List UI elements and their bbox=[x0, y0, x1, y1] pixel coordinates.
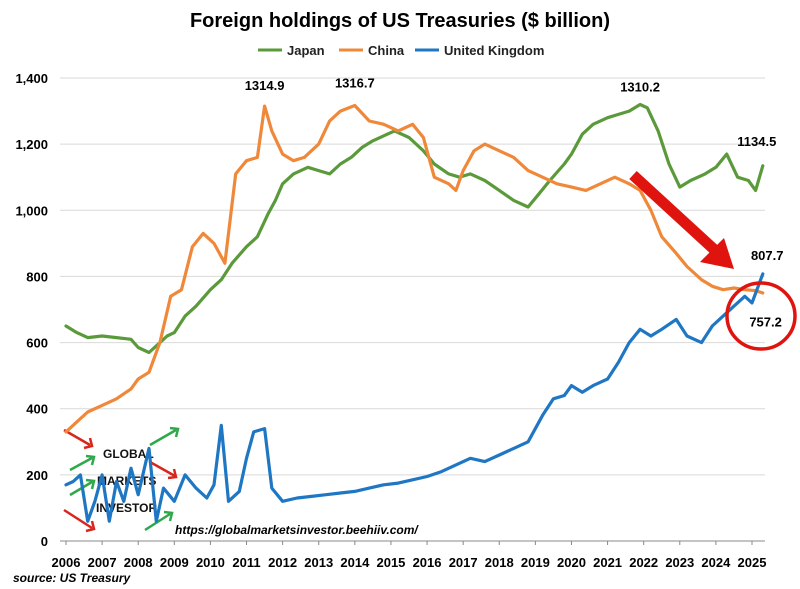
x-tick-label: 2020 bbox=[557, 555, 586, 570]
x-tick-label: 2022 bbox=[629, 555, 658, 570]
series-line-japan bbox=[64, 102, 765, 355]
legend-label-china: China bbox=[368, 43, 405, 58]
series-line-united-kingdom bbox=[64, 272, 765, 523]
y-tick-label: 800 bbox=[26, 269, 48, 284]
gridlines bbox=[60, 77, 765, 542]
x-tick-label: 2007 bbox=[88, 555, 117, 570]
x-tick-label: 2025 bbox=[738, 555, 767, 570]
y-tick-label: 1,200 bbox=[15, 137, 48, 152]
chart-title: Foreign holdings of US Treasuries ($ bil… bbox=[190, 10, 610, 32]
x-tick-label: 2012 bbox=[268, 555, 297, 570]
x-tick-label: 2008 bbox=[124, 555, 153, 570]
y-tick-label: 400 bbox=[26, 402, 48, 417]
data-label: 757.2 bbox=[749, 315, 782, 330]
y-tick-label: 1,000 bbox=[15, 203, 48, 218]
y-tick-label: 600 bbox=[26, 336, 48, 351]
y-axis-ticks: 0 200 400 600 800 1,000 1,200 1,400 bbox=[15, 71, 48, 549]
x-tick-label: 2015 bbox=[376, 555, 405, 570]
x-tick-label: 2006 bbox=[52, 555, 81, 570]
source-url: https://globalmarketsinvestor.beehiiv.co… bbox=[175, 523, 419, 537]
x-tick-label: 2018 bbox=[485, 555, 514, 570]
x-tick-label: 2009 bbox=[160, 555, 189, 570]
x-tick-label: 2021 bbox=[593, 555, 622, 570]
legend-label-uk: United Kingdom bbox=[444, 43, 544, 58]
series-line-china bbox=[64, 103, 765, 434]
legend-label-japan: Japan bbox=[287, 43, 325, 58]
logo-line-1: GLOBAL bbox=[103, 447, 154, 461]
x-tick-label: 2014 bbox=[340, 555, 370, 570]
data-label: 807.7 bbox=[751, 248, 784, 263]
data-label: 1314.9 bbox=[245, 78, 285, 93]
x-axis-ticks: 2006 2007 2008 2009 2010 2011 2012 2013 2014 2015… bbox=[52, 541, 767, 570]
data-label: 1316.7 bbox=[335, 76, 375, 91]
y-tick-label: 0 bbox=[41, 534, 48, 549]
data-labels: 1314.9 1316.7 1310.2 1134.5 807.7 757.2 bbox=[245, 76, 784, 330]
x-tick-label: 2010 bbox=[196, 555, 225, 570]
y-tick-label: 1,400 bbox=[15, 71, 48, 86]
legend: Japan China United Kingdom bbox=[258, 43, 544, 58]
y-tick-label: 200 bbox=[26, 468, 48, 483]
series-lines bbox=[64, 102, 765, 523]
source-note: source: US Treasury bbox=[13, 571, 131, 585]
x-tick-label: 2017 bbox=[449, 555, 478, 570]
x-tick-label: 2019 bbox=[521, 555, 550, 570]
x-tick-label: 2016 bbox=[413, 555, 442, 570]
x-tick-label: 2023 bbox=[665, 555, 694, 570]
x-tick-label: 2013 bbox=[304, 555, 333, 570]
x-tick-label: 2011 bbox=[232, 555, 260, 570]
data-label: 1134.5 bbox=[737, 134, 776, 149]
x-tick-label: 2024 bbox=[701, 555, 731, 570]
data-label: 1310.2 bbox=[620, 80, 660, 95]
highlight-circle bbox=[725, 281, 797, 351]
highlight-arrow bbox=[629, 170, 734, 269]
